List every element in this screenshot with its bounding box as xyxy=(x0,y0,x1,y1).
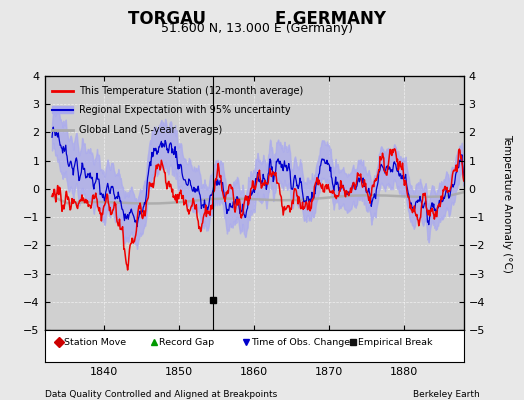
Text: This Temperature Station (12-month average): This Temperature Station (12-month avera… xyxy=(79,86,303,96)
Text: Regional Expectation with 95% uncertainty: Regional Expectation with 95% uncertaint… xyxy=(79,105,290,115)
Text: Global Land (5-year average): Global Land (5-year average) xyxy=(79,125,222,134)
Y-axis label: Temperature Anomaly (°C): Temperature Anomaly (°C) xyxy=(502,134,512,272)
Text: 51.600 N, 13.000 E (Germany): 51.600 N, 13.000 E (Germany) xyxy=(161,22,353,35)
Text: Berkeley Earth: Berkeley Earth xyxy=(413,390,479,399)
Text: Empirical Break: Empirical Break xyxy=(358,338,432,347)
Text: Time of Obs. Change: Time of Obs. Change xyxy=(251,338,350,347)
Text: Data Quality Controlled and Aligned at Breakpoints: Data Quality Controlled and Aligned at B… xyxy=(45,390,277,399)
Text: Record Gap: Record Gap xyxy=(159,338,214,347)
Text: TORGAU            E.GERMANY: TORGAU E.GERMANY xyxy=(128,10,386,28)
Text: Station Move: Station Move xyxy=(64,338,126,347)
